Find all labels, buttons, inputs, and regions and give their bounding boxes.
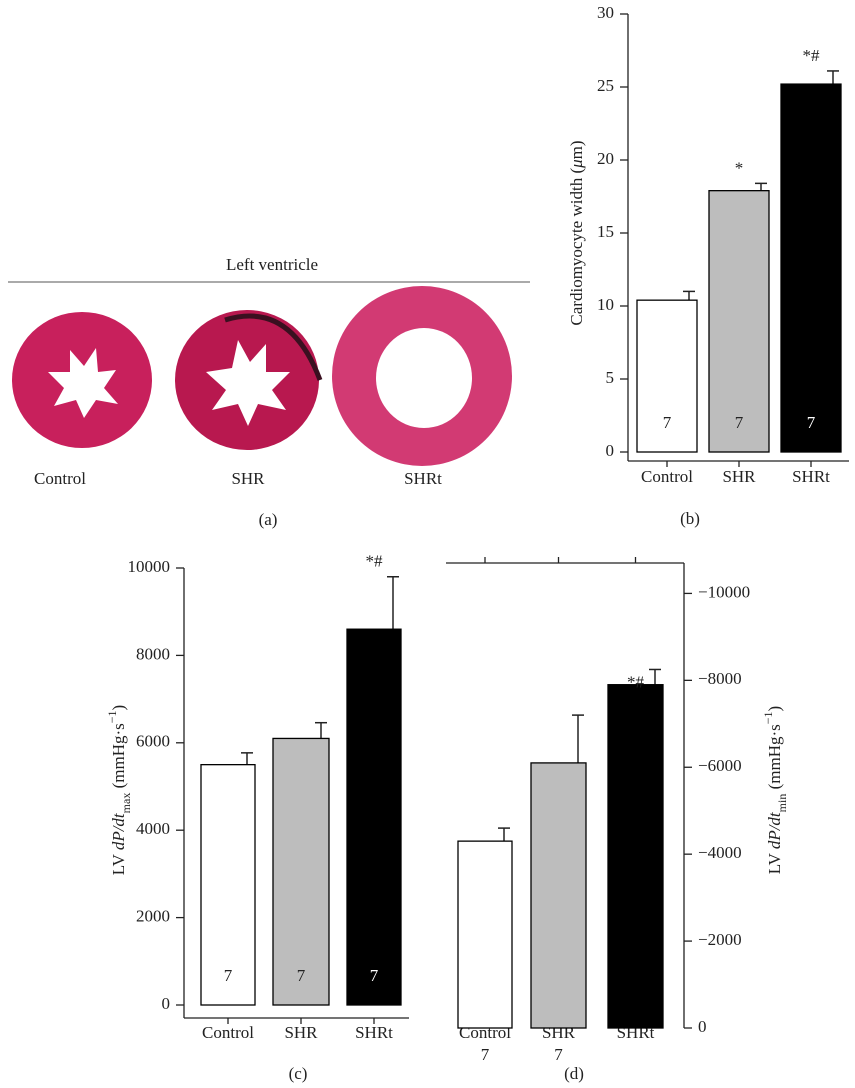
x-tick-label: Control bbox=[202, 1023, 254, 1042]
y-axis-label-part: dP/dt bbox=[765, 811, 784, 849]
panel-caption: (a) bbox=[259, 510, 278, 529]
y-tick-label: 0 bbox=[606, 441, 615, 460]
figure: Left ventricle Control SHR SHRt (a) 0 5 10… bbox=[0, 0, 855, 1088]
y-axis-label-part: LV bbox=[765, 849, 784, 874]
n-label: 7 bbox=[297, 966, 306, 985]
heart-section bbox=[332, 286, 512, 466]
panel-caption: (c) bbox=[289, 1064, 308, 1083]
n-label: 7 bbox=[554, 1045, 563, 1064]
section-label: Control bbox=[34, 469, 86, 488]
n-label: 7 bbox=[631, 1045, 640, 1064]
x-tick-label: SHR bbox=[722, 467, 756, 486]
x-tick-label: SHR bbox=[284, 1023, 318, 1042]
y-tick-label: 15 bbox=[597, 222, 614, 241]
y-tick-label: −8000 bbox=[698, 669, 742, 688]
heart-section bbox=[175, 310, 320, 450]
x-tick-label: Control bbox=[641, 467, 693, 486]
significance-mark: *# bbox=[366, 552, 384, 571]
n-label: 7 bbox=[807, 413, 816, 432]
y-tick-label: 0 bbox=[698, 1017, 707, 1036]
panel-title: Left ventricle bbox=[226, 255, 318, 274]
y-tick-label: 30 bbox=[597, 3, 614, 22]
section-label: SHRt bbox=[404, 469, 442, 488]
n-label: 7 bbox=[481, 1045, 490, 1064]
chart-panel: 0−2000−4000−6000−8000−10000Control7SHR7S… bbox=[446, 557, 789, 1083]
chart-panel: 0 2000 4000 6000 8000 10000 Control 7 SHR 7 SHRt 7 *… bbox=[105, 552, 409, 1083]
y-tick-label: −10000 bbox=[698, 582, 750, 601]
y-axis-label: Cardiomyocyte width (μm) bbox=[567, 140, 586, 325]
y-tick-label: 5 bbox=[606, 368, 615, 387]
y-axis-label-part: max bbox=[119, 793, 133, 814]
significance-mark: *# bbox=[627, 672, 645, 691]
y-axis-label-part: ) bbox=[109, 705, 128, 711]
y-tick-label: −6000 bbox=[698, 756, 742, 775]
panel-caption: (b) bbox=[680, 509, 700, 528]
y-axis-label: LV dP/dtmax (mmHg·s−1) bbox=[105, 705, 133, 875]
n-label: 7 bbox=[370, 966, 379, 985]
y-tick-label: 25 bbox=[597, 76, 614, 95]
y-axis-label-part: m) bbox=[567, 140, 586, 159]
panel-caption: (d) bbox=[564, 1064, 584, 1083]
n-label: 7 bbox=[663, 413, 672, 432]
y-tick-label: 10 bbox=[597, 295, 614, 314]
bar bbox=[531, 763, 586, 1028]
y-axis-label-part: ) bbox=[765, 706, 784, 712]
panel-a: Left ventricle Control SHR SHRt (a) bbox=[8, 255, 530, 529]
bar bbox=[347, 629, 401, 1005]
y-axis-label: LV dP/dtmin (mmHg·s−1) bbox=[761, 706, 789, 874]
bar bbox=[458, 841, 512, 1028]
y-tick-label: 10000 bbox=[128, 557, 171, 576]
y-tick-label: 6000 bbox=[136, 732, 170, 751]
y-axis-label-part: dP/dt bbox=[109, 812, 128, 850]
chart-panel: 0 5 10 15 20 25 30 Control 7 SHR 7 * SHRt 7 *# Cardiomy… bbox=[567, 3, 849, 528]
section-label: SHR bbox=[231, 469, 265, 488]
bar bbox=[781, 84, 841, 452]
significance-mark: * bbox=[735, 158, 744, 177]
n-label: 7 bbox=[735, 413, 744, 432]
y-axis-label-part: −1 bbox=[105, 710, 119, 723]
y-tick-label: −4000 bbox=[698, 843, 742, 862]
y-axis-label-part: (mmHg·s bbox=[109, 723, 128, 792]
y-tick-label: 20 bbox=[597, 149, 614, 168]
y-tick-label: 0 bbox=[162, 994, 171, 1013]
y-axis-label-part: LV bbox=[109, 850, 128, 875]
y-axis-label-part: min bbox=[775, 794, 789, 813]
significance-mark: *# bbox=[803, 46, 821, 65]
heart-section bbox=[12, 312, 152, 448]
y-tick-label: −2000 bbox=[698, 930, 742, 949]
y-axis-label-part: μ bbox=[567, 159, 586, 169]
y-tick-label: 2000 bbox=[136, 907, 170, 926]
x-tick-label: SHRt bbox=[792, 467, 830, 486]
y-axis-label-part: −1 bbox=[761, 711, 775, 724]
bar bbox=[608, 685, 663, 1028]
y-axis-label-part: Cardiomyocyte width ( bbox=[567, 168, 586, 326]
y-tick-label: 8000 bbox=[136, 644, 170, 663]
x-tick-label: SHRt bbox=[355, 1023, 393, 1042]
y-axis-label-part: (mmHg·s bbox=[765, 724, 784, 793]
n-label: 7 bbox=[224, 966, 233, 985]
y-tick-label: 4000 bbox=[136, 819, 170, 838]
